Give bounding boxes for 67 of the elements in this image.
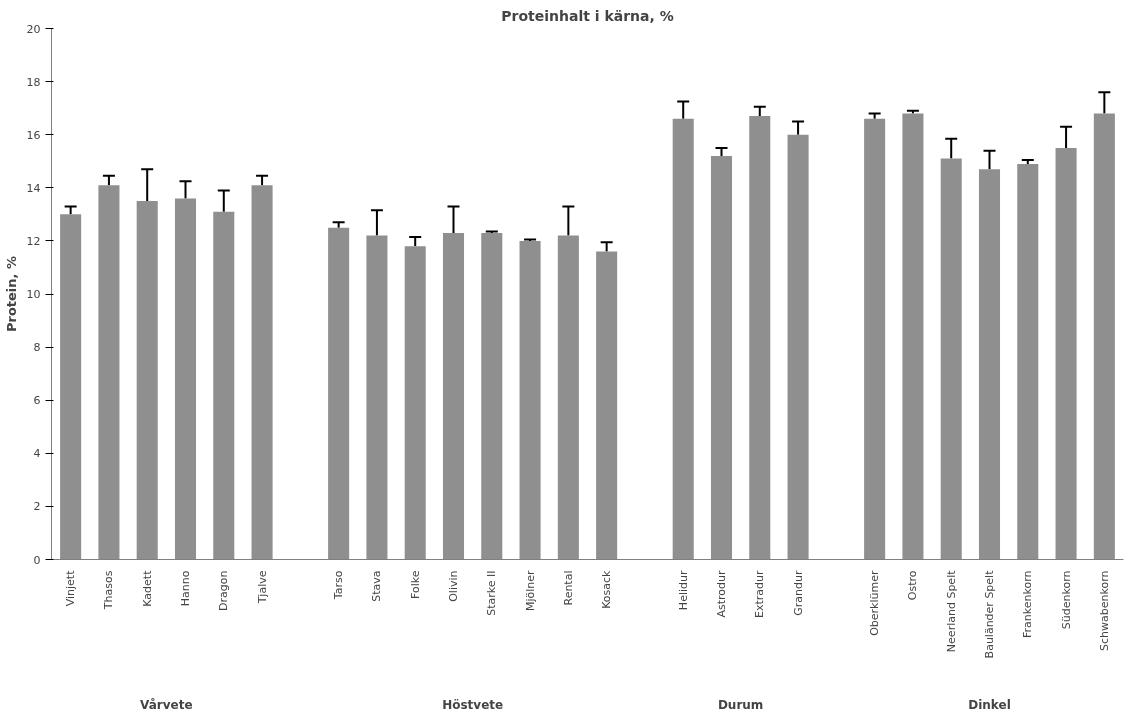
x-tick-label: Neerland Spelt: [944, 569, 958, 653]
y-tick-label: 14: [26, 181, 41, 195]
bar: [749, 116, 771, 560]
y-tick-label: 2: [33, 500, 41, 514]
x-tick-label: Olivin: [447, 570, 460, 602]
x-tick-label: Mjölner: [523, 570, 537, 612]
x-tick-label: Dragon: [217, 570, 231, 611]
bar: [596, 251, 618, 560]
y-tick-label: 12: [26, 234, 41, 248]
bar: [366, 235, 388, 560]
bar: [519, 240, 541, 560]
x-tick-label: Schwabenkorn: [1097, 570, 1111, 651]
y-tick-label: 20: [26, 22, 41, 36]
x-tick-label: Hanno: [179, 570, 192, 607]
bar: [787, 134, 809, 560]
text: Dinkel: [968, 697, 1011, 712]
x-tick-label: Südenkorn: [1059, 570, 1073, 630]
bar: [940, 158, 962, 560]
bar: [60, 214, 82, 560]
x-tick-label: Folke: [408, 570, 422, 599]
x-tick-label: Stava: [370, 570, 384, 602]
bar: [98, 185, 120, 560]
x-tick-label: Kadett: [140, 569, 154, 607]
x-tick-label: Tjalve: [255, 570, 269, 605]
bar: [978, 169, 1001, 560]
bar: [710, 155, 733, 560]
x-tick-label: Astrodur: [715, 570, 728, 618]
x-tick-label: Extradur: [753, 570, 767, 619]
bar: [672, 118, 694, 560]
x-tick-label: Frankenkorn: [1021, 570, 1035, 638]
x-tick-label: Ostro: [906, 570, 920, 601]
text: Höstvete: [442, 697, 504, 712]
bar: [1055, 147, 1077, 560]
bar: [864, 118, 886, 560]
bar: [1093, 113, 1115, 560]
bar: [174, 198, 197, 560]
bar: [1017, 163, 1039, 560]
x-tick-label: Kosack: [600, 569, 614, 609]
y-tick-label: 6: [33, 394, 41, 408]
y-tick-label: 4: [33, 447, 41, 461]
x-tick-label: Oberklümer: [868, 570, 882, 636]
x-tick-label: Bauländer Spelt: [983, 569, 996, 659]
x-tick-label: Vinjett: [64, 569, 78, 607]
x-tick-label: Tarso: [332, 570, 346, 601]
chart-title: Proteinhalt i kärna, %: [501, 7, 674, 24]
y-tick-label: 0: [33, 553, 41, 567]
x-tick-label: Starke II: [485, 570, 499, 616]
bar: [902, 113, 924, 560]
x-tick-label: Grandur: [791, 570, 805, 616]
bar: [213, 211, 235, 560]
text: Vårvete: [140, 697, 193, 712]
bar: [251, 185, 273, 560]
y-tick-label: 18: [26, 75, 41, 89]
x-tick-label: Thasos: [102, 570, 116, 611]
bar: [442, 232, 465, 560]
bar: [136, 201, 158, 560]
y-tick-label: 10: [26, 288, 41, 301]
bar: [557, 235, 579, 560]
text: Durum: [717, 697, 764, 712]
y-tick-label: 8: [33, 341, 41, 355]
bar: [404, 246, 426, 560]
y-tick-label: 16: [26, 128, 41, 142]
y-axis-title: Protein, %: [3, 255, 19, 333]
x-tick-label: Rental: [561, 570, 575, 606]
bar: [328, 227, 350, 560]
bar: [481, 232, 503, 560]
x-tick-label: Helidur: [676, 570, 690, 611]
